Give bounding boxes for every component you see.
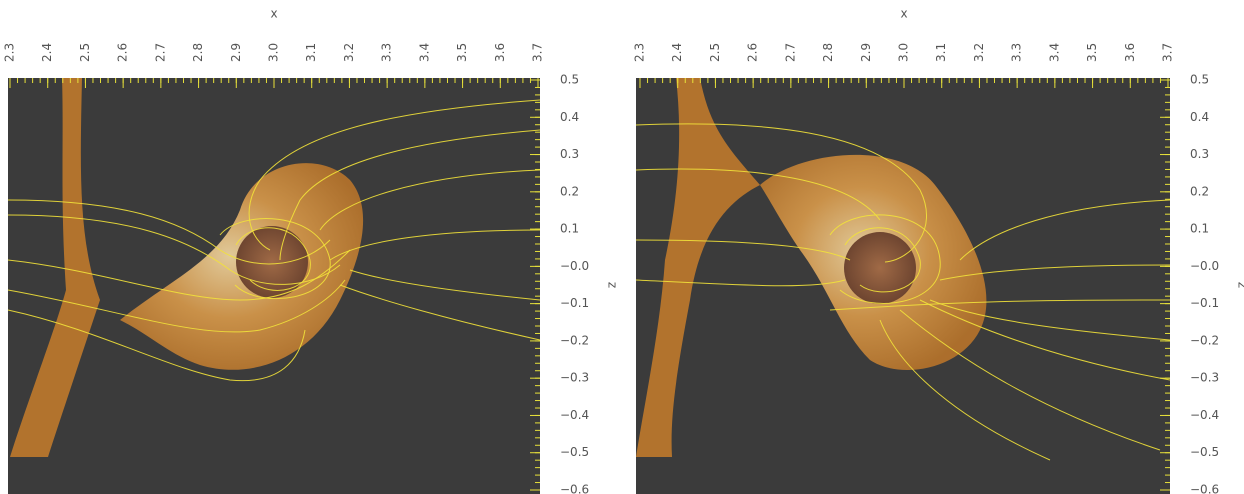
- y-tick-label: 0.5: [1190, 73, 1209, 87]
- y-tick-label: −0.4: [1190, 408, 1219, 422]
- x-tick-label: 3.4: [1047, 43, 1061, 62]
- x-tick-label: 2.6: [746, 43, 760, 62]
- y-tick-label: −0.3: [560, 371, 589, 385]
- x-tick-label: 3.7: [1161, 43, 1175, 62]
- y-tick-label: −0.6: [560, 483, 589, 494]
- x-tick-label: 2.6: [116, 43, 130, 62]
- y-tick-label: 0.4: [560, 110, 579, 124]
- x-tick-label: 3.2: [972, 43, 986, 62]
- y-tick-label: −0.4: [560, 408, 589, 422]
- x-tick-label: 2.8: [821, 43, 835, 62]
- scene-right: [636, 78, 1170, 494]
- y-axis-label: z: [606, 282, 620, 288]
- x-tick-label: 3.7: [531, 43, 545, 62]
- y-tick-label: 0.3: [1190, 147, 1209, 161]
- y-tick-label: −0.1: [1190, 296, 1219, 310]
- y-tick-label: 0.1: [1190, 222, 1209, 236]
- y-tick-label: 0.2: [1190, 184, 1209, 198]
- y-tick-label: 0.2: [560, 184, 579, 198]
- y-tick-label: −0.5: [560, 445, 589, 459]
- x-tick-label: 2.3: [3, 43, 17, 62]
- x-tick-label: 2.7: [783, 43, 797, 62]
- y-tick-label: −0.2: [560, 333, 589, 347]
- y-tick-label: −0.1: [560, 296, 589, 310]
- x-tick-label: 2.4: [40, 43, 54, 62]
- x-tick-label: 3.4: [417, 43, 431, 62]
- y-tick-label: −0.6: [1190, 483, 1219, 494]
- x-tick-label: 2.7: [153, 43, 167, 62]
- y-tick-label: −0.0: [560, 259, 589, 273]
- figure: 2.3 2.4 2.5 2.6 2.7 2.8 2.9 3.0 3.1 3.2 3.3 3.4 3.5 3…: [0, 0, 1244, 494]
- y-tick-label: −0.0: [1190, 259, 1219, 273]
- x-tick-label: 3.3: [380, 43, 394, 62]
- x-tick-label: 2.4: [670, 43, 684, 62]
- x-tick-label: 2.3: [633, 43, 647, 62]
- x-tick-label: 3.3: [1010, 43, 1024, 62]
- x-tick-label: 2.5: [708, 43, 722, 62]
- y-tick-label: 0.5: [560, 73, 579, 87]
- x-tick-label: 3.5: [455, 43, 469, 62]
- x-tick-label: 3.1: [304, 43, 318, 62]
- y-tick-label: −0.3: [1190, 371, 1219, 385]
- x-tick-label: 3.6: [1123, 43, 1137, 62]
- x-tick-label: 3.0: [267, 43, 281, 62]
- y-axis-label: z: [1236, 282, 1244, 288]
- y-tick-label: 0.3: [560, 147, 579, 161]
- x-tick-label: 3.5: [1085, 43, 1099, 62]
- x-tick-label: 2.9: [859, 43, 873, 62]
- y-tick-label: −0.2: [1190, 333, 1219, 347]
- x-tick-label: 2.9: [229, 43, 243, 62]
- x-tick-label: 3.6: [493, 43, 507, 62]
- y-tick-label: 0.1: [560, 222, 579, 236]
- x-tick-label: 3.0: [897, 43, 911, 62]
- scene-left: [8, 78, 540, 494]
- x-tick-label: 3.2: [342, 43, 356, 62]
- x-tick-label: 3.1: [934, 43, 948, 62]
- y-tick-label: 0.4: [1190, 110, 1209, 124]
- x-tick-label: 2.8: [191, 43, 205, 62]
- page: {"chart_data": [ {"type": "render", "xla…: [0, 0, 1244, 494]
- y-tick-label: −0.5: [1190, 445, 1219, 459]
- x-axis-label: x: [900, 7, 907, 21]
- x-tick-label: 2.5: [78, 43, 92, 62]
- sphere: [844, 232, 916, 304]
- x-axis-label: x: [270, 7, 277, 21]
